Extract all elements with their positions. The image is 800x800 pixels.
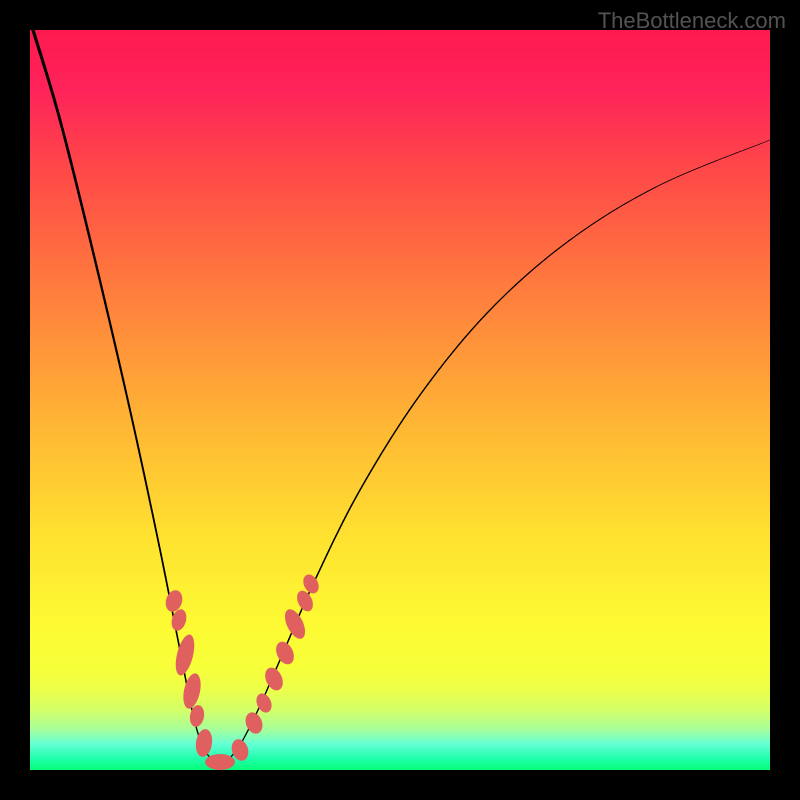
plot-area [30, 30, 770, 770]
watermark-text: TheBottleneck.com [598, 8, 786, 34]
curve-marker [205, 754, 235, 770]
chart-container: TheBottleneck.com [0, 0, 800, 800]
chart-svg [0, 0, 800, 800]
